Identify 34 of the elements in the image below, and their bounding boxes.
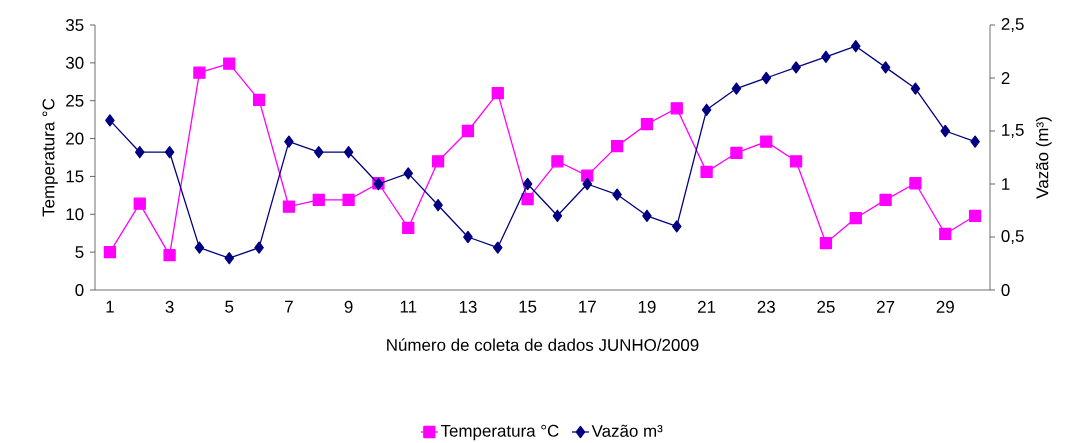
x-tick-label: 5 — [225, 300, 234, 313]
x-tick-label: 21 — [698, 300, 716, 313]
y-tick-label: 20 — [66, 132, 84, 145]
y-tick-label: 0 — [75, 283, 84, 296]
x-tick-label: 13 — [459, 300, 477, 313]
x-tick-label: 23 — [757, 300, 775, 313]
x-tick-label: 29 — [936, 300, 954, 313]
x-tick-label: 9 — [344, 300, 353, 313]
y2-tick-label: 1 — [1002, 178, 1010, 190]
x-tick-label: 17 — [579, 300, 596, 313]
y-axis-title: Temperatura °C — [42, 98, 58, 217]
x-tick-label: 3 — [165, 300, 174, 313]
legend-label: Temperatura °C — [440, 424, 559, 440]
x-tick-label: 27 — [877, 300, 895, 313]
y2-tick-label: 2,5 — [1001, 17, 1024, 32]
y-tick-label: 35 — [65, 18, 84, 31]
y2-tick-label: 2 — [1001, 71, 1010, 84]
legend-label: Vazão m³ — [591, 424, 663, 437]
y-tick-label: 30 — [65, 56, 84, 69]
x-tick-label: 11 — [400, 300, 417, 313]
x-tick-label: 7 — [285, 300, 293, 313]
x-tick-label: 15 — [519, 300, 537, 313]
y-tick-label: 5 — [75, 246, 84, 258]
y2-tick-label: 0,5 — [1001, 229, 1024, 244]
x-tick-label: 1 — [106, 300, 114, 313]
x-tick-label: 19 — [638, 300, 656, 313]
y-tick-label: 15 — [66, 170, 84, 183]
y2-tick-label: 1,5 — [1002, 123, 1024, 138]
y-tick-label: 10 — [66, 208, 84, 221]
x-axis-title: Número de coleta de dados JUNHO/2009 — [387, 338, 699, 351]
y2-tick-label: 0 — [1001, 283, 1010, 296]
x-tick-label: 25 — [817, 300, 835, 313]
y-tick-label: 25 — [66, 94, 84, 107]
y2-axis-title: Vazão (m³) — [1035, 117, 1052, 199]
